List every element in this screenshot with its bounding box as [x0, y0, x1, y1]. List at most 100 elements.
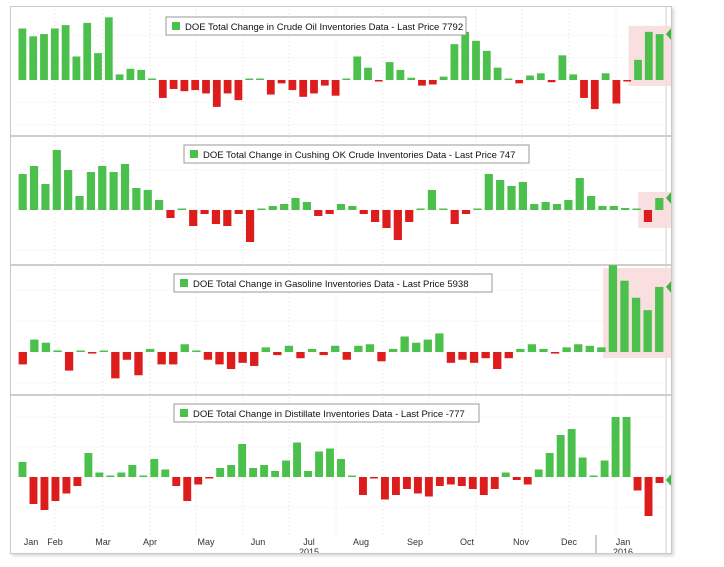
- bar: [132, 188, 141, 210]
- bar: [523, 477, 532, 485]
- bar: [250, 352, 259, 366]
- bar: [106, 475, 115, 477]
- bar: [314, 210, 323, 216]
- bar: [402, 477, 411, 489]
- bar: [189, 210, 198, 226]
- bar: [104, 17, 113, 80]
- bar: [472, 40, 480, 80]
- bar: [450, 44, 459, 80]
- bar: [564, 200, 573, 210]
- bar: [277, 80, 286, 84]
- bar: [29, 36, 38, 80]
- x-tick-label: Jan: [24, 537, 39, 547]
- bar: [183, 477, 192, 501]
- bar: [620, 280, 629, 352]
- panel-title-box: [165, 16, 467, 36]
- bar: [556, 435, 565, 477]
- bar: [158, 80, 167, 98]
- bar: [534, 469, 543, 477]
- bar: [212, 80, 221, 107]
- bar: [145, 348, 155, 352]
- bar: [574, 344, 583, 352]
- bar: [223, 210, 232, 226]
- bar: [226, 352, 236, 370]
- bar: [18, 28, 27, 80]
- bar: [516, 348, 525, 352]
- x-tick-label: Nov: [513, 537, 530, 547]
- bar: [391, 477, 400, 495]
- bar: [632, 208, 641, 210]
- bar: [143, 190, 152, 210]
- x-tick-label: May: [197, 537, 215, 547]
- bar: [261, 347, 270, 352]
- x-tick-label: Sep: [407, 537, 423, 547]
- bar: [479, 477, 488, 495]
- bar: [405, 210, 414, 222]
- bar: [393, 210, 402, 240]
- bar: [84, 453, 93, 477]
- bar: [128, 465, 137, 477]
- bar: [51, 477, 60, 501]
- bar: [302, 202, 311, 210]
- bar: [457, 477, 466, 486]
- bar: [271, 471, 280, 477]
- bar: [655, 477, 664, 483]
- bar: [126, 68, 135, 80]
- bar: [416, 208, 425, 210]
- bar: [493, 352, 502, 370]
- bar: [304, 471, 313, 477]
- bar: [371, 210, 380, 222]
- panel-title: DOE Total Change in Gasoline Inventories…: [193, 279, 468, 290]
- bar: [643, 210, 653, 222]
- bar: [623, 80, 632, 82]
- bar: [435, 477, 444, 486]
- bar: [293, 442, 302, 477]
- bar: [320, 80, 329, 86]
- bar: [515, 80, 524, 84]
- bar: [227, 465, 236, 477]
- bar: [75, 196, 84, 210]
- bar: [238, 444, 247, 477]
- bar: [601, 73, 610, 80]
- bar: [450, 210, 459, 224]
- bar: [296, 352, 305, 359]
- bar: [468, 477, 477, 489]
- bar: [354, 345, 363, 352]
- legend-swatch: [190, 150, 198, 158]
- bar: [76, 350, 85, 352]
- bar: [484, 174, 493, 210]
- bar: [273, 352, 282, 356]
- bar: [180, 80, 189, 92]
- bar: [370, 477, 378, 479]
- bar: [211, 210, 221, 224]
- bar: [493, 67, 502, 80]
- bar: [166, 210, 175, 218]
- bar: [99, 350, 108, 352]
- bar: [282, 460, 291, 477]
- x-tick-label: Jun: [251, 537, 266, 547]
- bar: [609, 206, 618, 210]
- bar: [134, 352, 143, 376]
- bar: [348, 206, 357, 210]
- bar: [337, 459, 345, 477]
- bar: [50, 28, 59, 80]
- bar: [137, 69, 146, 80]
- bar: [203, 352, 213, 360]
- bar: [501, 472, 510, 477]
- bar: [177, 208, 186, 210]
- bar: [385, 62, 394, 80]
- bar: [86, 172, 95, 210]
- bar: [18, 174, 27, 210]
- bar: [541, 202, 550, 210]
- bar: [388, 348, 398, 352]
- bar: [310, 80, 318, 94]
- bar: [256, 78, 264, 80]
- doe-inventories-chart: DOE Total Change in Crude Oil Inventorie…: [11, 7, 712, 557]
- bar: [539, 348, 548, 352]
- bar: [40, 34, 48, 80]
- bar: [473, 208, 482, 210]
- bar: [216, 468, 225, 477]
- bar: [52, 150, 61, 210]
- bar: [580, 80, 588, 98]
- panel-title-box: [173, 273, 493, 293]
